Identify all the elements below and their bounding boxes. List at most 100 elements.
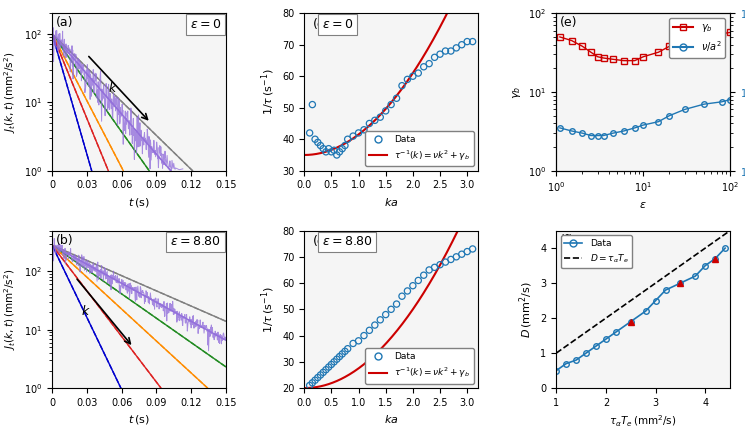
Point [328, 147, 340, 154]
Point [407, 282, 419, 289]
X-axis label: $t\,(\mathrm{s})$: $t\,(\mathrm{s})$ [128, 196, 150, 209]
Point [428, 264, 440, 271]
Point [390, 301, 402, 308]
Point [304, 382, 316, 389]
Point [402, 76, 413, 83]
Point [374, 114, 386, 121]
Point [306, 101, 318, 108]
Point [423, 60, 435, 67]
Point [445, 256, 457, 263]
Point [317, 145, 329, 152]
Point [352, 337, 364, 344]
Point [336, 351, 348, 358]
Y-axis label: $1/\tau\,(\mathrm{s}^{-1})$: $1/\tau\,(\mathrm{s}^{-1})$ [259, 286, 276, 333]
Point [461, 248, 473, 255]
Point [445, 48, 457, 55]
Point [342, 345, 354, 352]
Point [312, 139, 324, 146]
Point [456, 41, 468, 48]
Text: (f): (f) [559, 234, 574, 247]
Point [323, 363, 335, 370]
X-axis label: $ka$: $ka$ [384, 196, 399, 208]
Point [440, 48, 451, 55]
Legend: Data, $\tau^{-1}(k) = \nu k^2 + \gamma_b$: Data, $\tau^{-1}(k) = \nu k^2 + \gamma_b… [365, 348, 474, 384]
Point [434, 51, 446, 58]
Text: $\varepsilon = 0$: $\varepsilon = 0$ [322, 18, 353, 31]
Point [412, 70, 424, 77]
Legend: Data, $D = \tau_\alpha T_e$: Data, $D = \tau_\alpha T_e$ [561, 235, 633, 268]
Y-axis label: $J_t(k,t)\,(\mathrm{mm^2/s^2})$: $J_t(k,t)\,(\mathrm{mm^2/s^2})$ [3, 51, 19, 133]
Point [326, 361, 337, 368]
Point [423, 266, 435, 273]
Point [352, 129, 364, 136]
Point [434, 261, 446, 268]
Text: $k$: $k$ [108, 81, 118, 95]
Point [358, 332, 370, 339]
Text: $k$: $k$ [81, 304, 91, 318]
Point [309, 136, 321, 143]
Point [380, 107, 392, 114]
Text: (e): (e) [559, 16, 577, 30]
Point [331, 356, 343, 363]
Point [312, 374, 324, 381]
Point [326, 148, 337, 155]
Point [440, 258, 451, 265]
Point [342, 136, 354, 143]
Point [364, 120, 375, 127]
Point [396, 293, 408, 300]
X-axis label: $t\,(\mathrm{s})$: $t\,(\mathrm{s})$ [128, 413, 150, 426]
Point [369, 117, 381, 124]
Point [314, 371, 326, 378]
Point [396, 82, 408, 89]
Text: (a): (a) [56, 16, 73, 30]
Text: (c): (c) [313, 18, 329, 31]
Point [320, 366, 332, 373]
Y-axis label: $D\,(\mathrm{mm}^2/\mathrm{s})$: $D\,(\mathrm{mm}^2/\mathrm{s})$ [517, 281, 535, 338]
Point [339, 348, 351, 355]
Point [339, 142, 351, 149]
Text: (b): (b) [56, 234, 73, 247]
X-axis label: $\tau_\alpha T_e\,(\mathrm{mm}^2/\mathrm{s})$: $\tau_\alpha T_e\,(\mathrm{mm}^2/\mathrm… [609, 413, 677, 429]
Point [385, 101, 397, 108]
Point [418, 63, 430, 70]
Point [385, 306, 397, 313]
Point [374, 316, 386, 323]
Y-axis label: $J_t(k,t)\,(\mathrm{mm^2/s^2})$: $J_t(k,t)\,(\mathrm{mm^2/s^2})$ [3, 269, 19, 350]
Text: $\varepsilon = 8.80$: $\varepsilon = 8.80$ [322, 235, 372, 248]
Y-axis label: $1/\tau\,(\mathrm{s}^{-1})$: $1/\tau\,(\mathrm{s}^{-1})$ [259, 69, 276, 116]
Point [450, 253, 462, 260]
Point [428, 54, 440, 61]
Point [380, 311, 392, 318]
X-axis label: $ka$: $ka$ [384, 413, 399, 426]
Point [304, 129, 316, 136]
Point [336, 145, 348, 152]
Point [450, 45, 462, 52]
Point [407, 73, 419, 80]
Point [334, 148, 346, 155]
Point [466, 246, 478, 253]
Point [390, 95, 402, 102]
Point [412, 277, 424, 284]
Point [328, 358, 340, 365]
Point [364, 327, 375, 334]
Legend: Data, $\tau^{-1}(k) = \nu k^2 + \gamma_b$: Data, $\tau^{-1}(k) = \nu k^2 + \gamma_b… [365, 131, 474, 166]
Point [314, 142, 326, 149]
Point [456, 250, 468, 258]
Point [334, 353, 346, 360]
Point [466, 38, 478, 45]
Y-axis label: $\gamma_b$: $\gamma_b$ [510, 86, 522, 98]
Point [347, 340, 359, 347]
Point [323, 145, 335, 152]
Point [369, 321, 381, 329]
Point [309, 377, 321, 384]
Point [331, 151, 343, 158]
Point [358, 126, 370, 133]
Point [306, 379, 318, 386]
Point [347, 133, 359, 140]
X-axis label: $\varepsilon$: $\varepsilon$ [639, 200, 647, 210]
Point [461, 38, 473, 45]
Text: $\varepsilon = 0$: $\varepsilon = 0$ [189, 18, 221, 31]
Text: $\varepsilon = 8.80$: $\varepsilon = 8.80$ [170, 235, 221, 248]
Point [402, 288, 413, 295]
Legend: $\gamma_b$, $\nu/a^2$: $\gamma_b$, $\nu/a^2$ [670, 18, 725, 57]
